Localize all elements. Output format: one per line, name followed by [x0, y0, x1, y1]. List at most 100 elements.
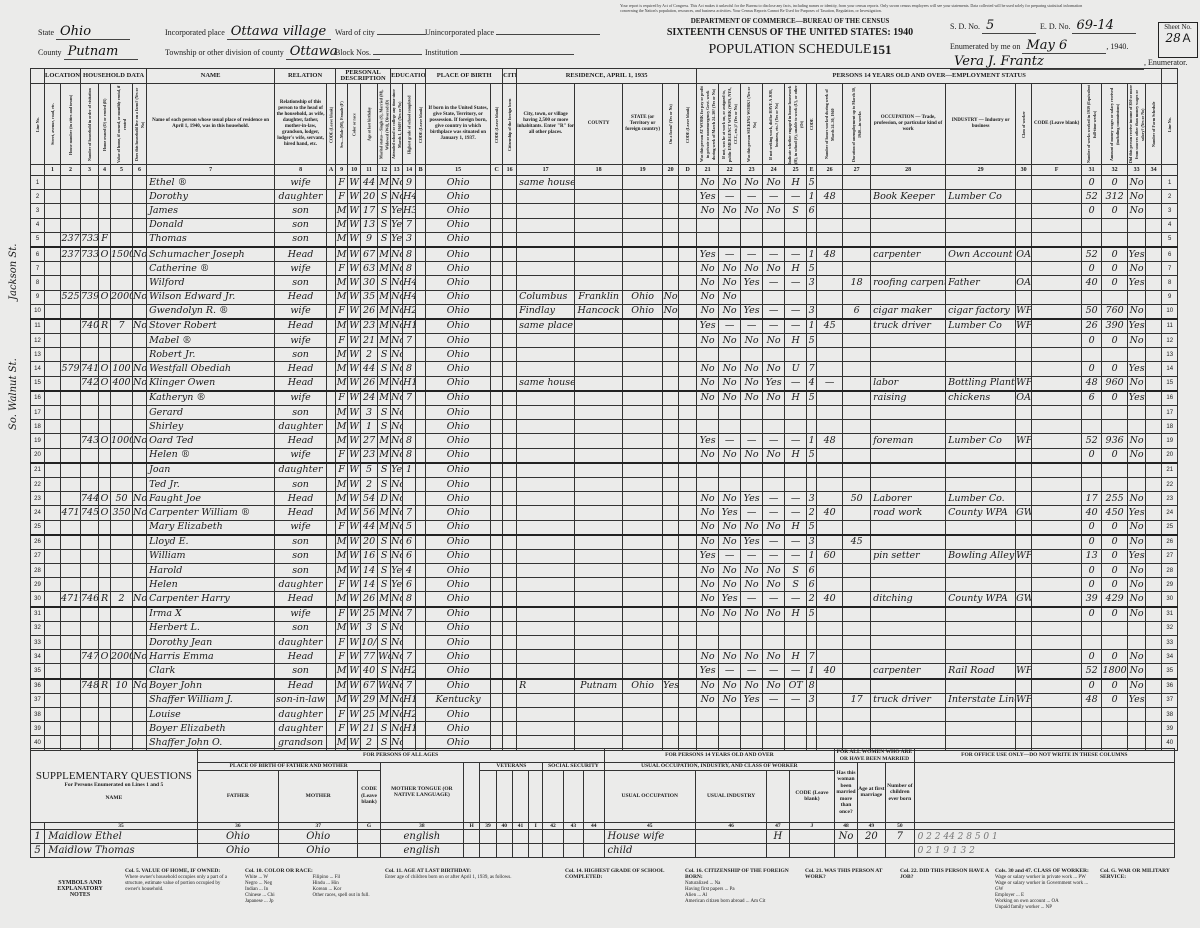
- township-value: Ottawa: [285, 44, 380, 60]
- cell-st: [44, 174, 61, 191]
- cell-ten: [98, 174, 112, 191]
- cell-rfa: [662, 347, 680, 363]
- cell-mar: S: [377, 577, 392, 593]
- supp-column-number: 47: [766, 821, 790, 830]
- cell-mar: S: [377, 419, 392, 435]
- block-field: Block Nos.: [335, 48, 422, 57]
- cell-occ: [870, 461, 947, 478]
- table-row: 19743O1000NoOard TedHeadMW27MNo8OhioYes—…: [30, 433, 1179, 449]
- cell-frm: [132, 275, 148, 291]
- cell-hrs: [816, 174, 844, 191]
- cell-cls: [1015, 519, 1033, 536]
- cell-E: [806, 706, 818, 723]
- header-e24: If not seeking work, did he HAVE A JOB, …: [762, 83, 785, 165]
- cell-e21: No: [696, 261, 720, 277]
- cell-wk27: [842, 245, 872, 263]
- cell-e25: —: [784, 433, 808, 449]
- cell-lnr: 38: [1161, 706, 1179, 723]
- supp-cell-cls: [766, 843, 790, 858]
- cell-D: [678, 663, 698, 680]
- cell-ind: Rail Road: [945, 663, 1017, 680]
- cell-cz: [502, 203, 518, 219]
- cell-A: [326, 303, 337, 320]
- cell-F: [1031, 389, 1083, 406]
- cell-hrs: [816, 706, 844, 723]
- note-code-item: Unpaid family worker ... NP: [995, 905, 1053, 910]
- cell-e22: Yes: [718, 591, 742, 608]
- cell-C: [490, 419, 504, 435]
- header-sch: Attended school or college any time sinc…: [390, 83, 403, 165]
- cell-hrs: [816, 649, 844, 665]
- cell-race: W: [347, 245, 362, 263]
- cell-cz: [502, 505, 518, 521]
- department-title: DEPARTMENT OF COMMERCE—BUREAU OF THE CEN…: [690, 17, 890, 25]
- cell-e23: No: [740, 333, 764, 349]
- cell-rel: daughter: [274, 721, 328, 737]
- cell-gr: 7: [402, 649, 417, 665]
- cell-inc: 450: [1101, 505, 1129, 521]
- cell-name: Stover Robert: [146, 317, 276, 335]
- cell-e21: No: [696, 289, 720, 305]
- cell-e23: —: [740, 317, 764, 335]
- cell-E: 6: [806, 563, 818, 579]
- cell-st: [44, 361, 61, 377]
- cell-dw: [80, 447, 100, 464]
- cell-rel: son: [274, 476, 328, 493]
- cell-name: Katheryn ®: [146, 389, 276, 406]
- township-field: Township or other division of county Ott…: [165, 44, 380, 60]
- cell-hn: [59, 461, 82, 478]
- cell-rfa: [662, 189, 680, 205]
- cell-inc: 0: [1101, 203, 1129, 219]
- cell-e22: No: [718, 692, 742, 708]
- cell-rel: son: [274, 533, 328, 550]
- cell-E: 5: [806, 447, 818, 464]
- note-col11: Col. 11. AGE AT LAST BIRTHDAY: Enter age …: [385, 868, 512, 880]
- column-number-name: 7: [146, 164, 276, 176]
- cell-rel: daughter: [274, 189, 328, 205]
- cell-e22: [718, 404, 742, 421]
- cell-val: [110, 519, 134, 536]
- cell-gr: 8: [402, 433, 417, 449]
- column-number-rc: 17: [516, 164, 576, 176]
- cell-sex: M: [335, 217, 349, 233]
- cell-B: [415, 189, 427, 205]
- cell-dw: 748: [80, 677, 100, 694]
- cell-e22: —: [718, 317, 742, 335]
- cell-mar: S: [377, 404, 392, 421]
- cell-sch: No: [390, 317, 404, 335]
- header-hn: House number (in cities and towns): [60, 83, 81, 165]
- cell-C: [490, 203, 504, 219]
- cell-D: [678, 361, 698, 377]
- cell-cls: [1015, 677, 1033, 694]
- cell-val: 2: [110, 591, 134, 608]
- supp-cell-mother: Ohio: [278, 829, 359, 844]
- cell-A: [326, 476, 337, 493]
- cell-F: [1031, 189, 1083, 205]
- cell-sch: No: [390, 389, 404, 406]
- cell-race: W: [347, 217, 362, 233]
- cell-race: W: [347, 634, 362, 651]
- cell-rc: [516, 505, 576, 521]
- cell-age: 3: [360, 404, 379, 421]
- cell-rco: [574, 404, 624, 421]
- cell-lnr: 3: [1161, 203, 1179, 219]
- cell-ind: [945, 563, 1017, 579]
- cell-ind: [945, 261, 1017, 277]
- cell-lnr: 27: [1161, 548, 1179, 565]
- cell-val: [110, 548, 134, 565]
- cell-B: [415, 692, 427, 708]
- cell-wk27: [842, 361, 872, 377]
- cell-ten: [98, 419, 112, 435]
- cell-cls: WP: [1015, 303, 1033, 320]
- cell-e24: —: [762, 433, 786, 449]
- cell-e24: [762, 231, 786, 248]
- cell-lnr: 9: [1161, 289, 1179, 305]
- cell-E: 5: [806, 605, 818, 622]
- cell-A: [326, 721, 337, 737]
- county-field: County Putnam: [38, 44, 138, 60]
- cell-mar: M: [377, 333, 392, 349]
- cell-st: [44, 347, 61, 363]
- cell-mar: S: [377, 217, 392, 233]
- supp-cell-occ: House wife: [603, 829, 696, 844]
- cell-ln: 33: [30, 634, 45, 651]
